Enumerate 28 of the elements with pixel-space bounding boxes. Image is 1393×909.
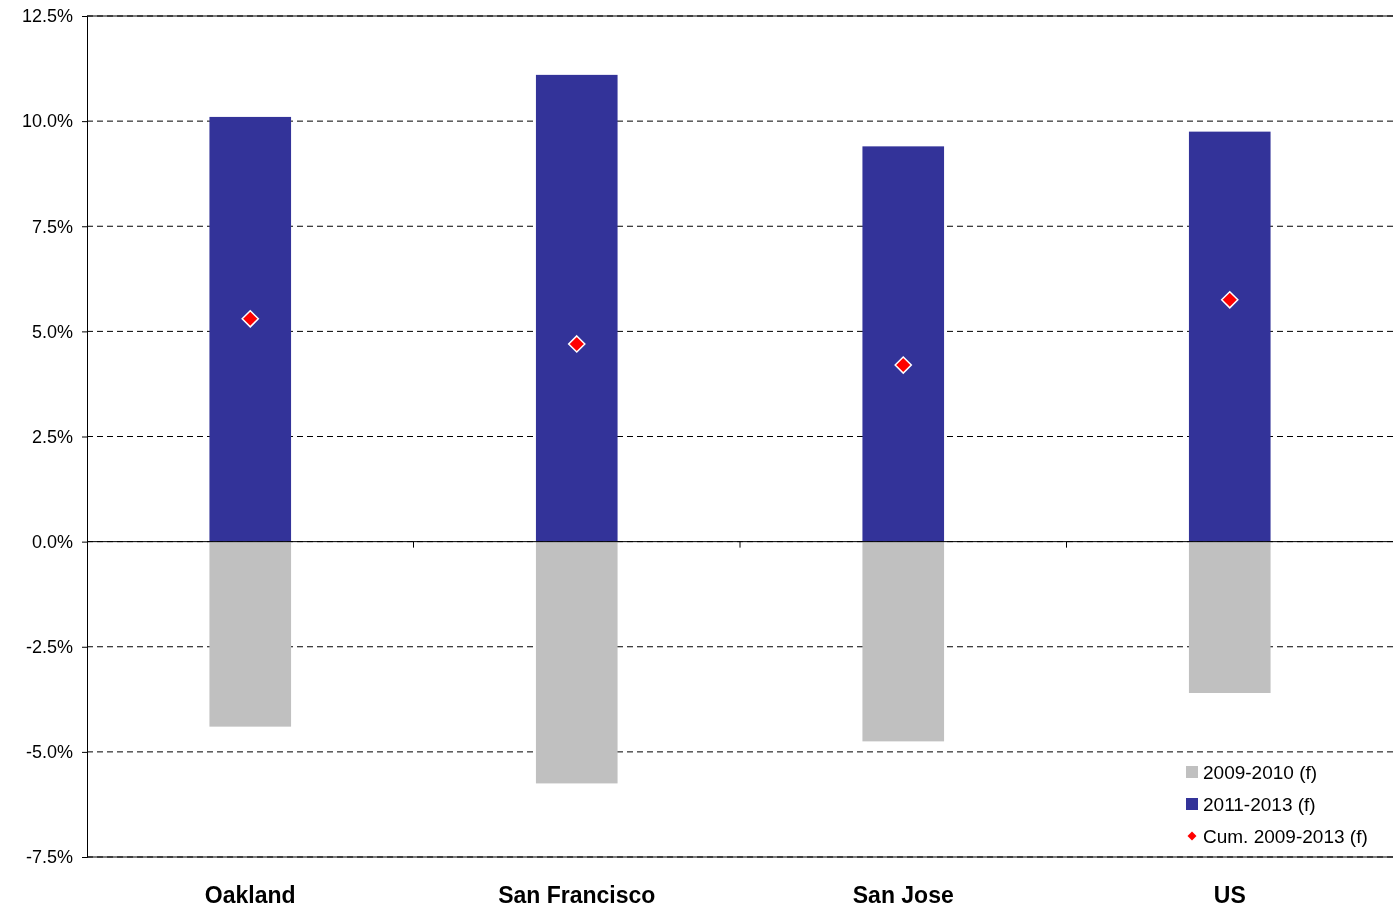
bar (535, 541, 618, 784)
y-tick-label: 5.0% (31, 321, 73, 342)
y-tick-label: 2.5% (31, 426, 73, 447)
x-tick-label: San Jose (852, 882, 954, 908)
bar (209, 541, 292, 727)
y-tick-label: 12.5% (21, 6, 73, 27)
y-tick-label: -2.5% (25, 637, 73, 658)
y-tick-label: -7.5% (25, 847, 73, 868)
bar (862, 146, 945, 542)
x-tick-label: US (1213, 882, 1246, 908)
legend-label: 2011-2013 (f) (1203, 794, 1316, 815)
y-tick-label: 10.0% (21, 111, 73, 132)
y-tick-label: -5.0% (25, 742, 73, 763)
bar (535, 74, 618, 542)
point (567, 335, 586, 353)
point (1220, 291, 1239, 309)
y-tick-label: 7.5% (31, 216, 73, 237)
legend-label: Cum. 2009-2013 (f) (1203, 826, 1368, 847)
legend-label: 2009-2010 (f) (1203, 762, 1318, 783)
bar (1188, 131, 1271, 542)
x-tick-label: Oakland (204, 882, 296, 908)
y-tick-label: 0.0% (31, 531, 73, 552)
bar (209, 116, 292, 542)
point (894, 356, 913, 374)
bar (1188, 541, 1271, 694)
bar (862, 541, 945, 742)
point (241, 309, 260, 328)
x-tick-label: San Francisco (498, 882, 656, 908)
